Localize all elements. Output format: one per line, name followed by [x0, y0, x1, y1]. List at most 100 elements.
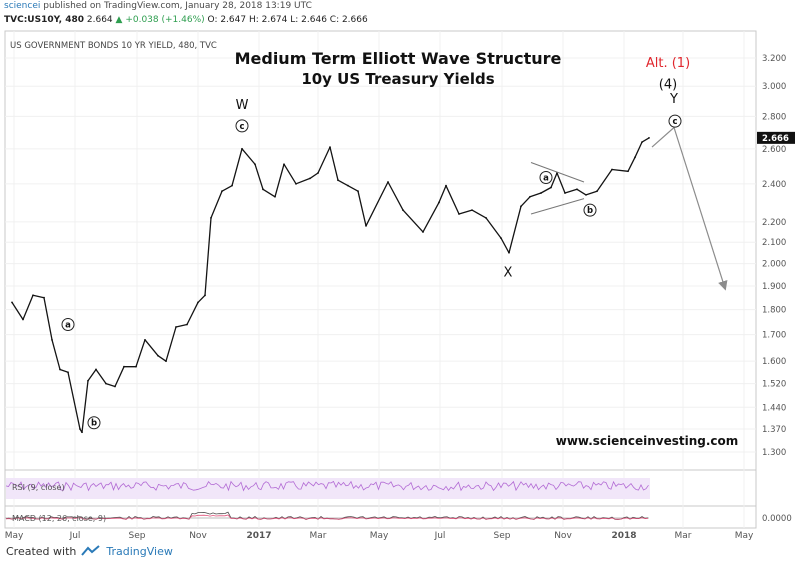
- y-tick-label: 2.000: [762, 260, 786, 270]
- price-point: [95, 368, 97, 371]
- price-point: [241, 147, 243, 150]
- y-tick-label: 2.200: [762, 218, 786, 228]
- wave-label: W: [236, 98, 249, 113]
- watermark: www.scienceinvesting.com: [556, 434, 739, 448]
- instrument-label: US GOVERNMENT BONDS 10 YR YIELD, 480, TV…: [10, 41, 217, 51]
- wave-label: X: [504, 265, 513, 280]
- y-tick-label: 1.800: [762, 306, 786, 316]
- price-point: [596, 190, 598, 193]
- price-point: [165, 360, 167, 363]
- price-point: [500, 237, 502, 239]
- x-tick-label: May: [5, 531, 24, 541]
- price-point: [221, 190, 223, 193]
- price-point: [445, 184, 447, 187]
- rsi-label: RSI (9, close): [12, 483, 65, 492]
- x-tick-label: Jul: [434, 531, 446, 541]
- publish-info: published on TradingView.com, January 28…: [43, 1, 312, 11]
- price-point: [520, 205, 522, 208]
- wave-label-circle: [583, 203, 597, 217]
- x-tick-label: May: [370, 531, 389, 541]
- price-point: [59, 368, 61, 371]
- wave-label-circle: [539, 170, 553, 184]
- price-point: [186, 323, 188, 326]
- publisher-link[interactable]: sciencei: [4, 1, 41, 11]
- footer: Created with TradingView: [6, 544, 173, 558]
- price-point: [43, 296, 45, 299]
- ohlc-values: O: 2.647 H: 2.674 L: 2.646 C: 2.666: [207, 15, 368, 25]
- x-tick-label: Sep: [129, 531, 146, 541]
- price-point: [611, 168, 613, 171]
- price-point: [347, 184, 349, 187]
- price-point: [231, 184, 233, 187]
- price-change: +0.038 (+1.46%): [125, 15, 205, 25]
- price-point: [254, 163, 256, 166]
- price-point: [337, 179, 339, 182]
- last-value-label: 2.666: [762, 134, 789, 144]
- price-point: [295, 182, 297, 185]
- chart-subtitle: 10y US Treasury Yields: [301, 70, 494, 88]
- wave-label-circle: [668, 114, 682, 128]
- wave-label: c: [239, 122, 244, 132]
- price-point: [204, 294, 206, 297]
- wave-label: Y: [669, 92, 678, 107]
- y-tick-label: 1.370: [762, 425, 786, 435]
- price-point: [634, 156, 636, 159]
- price-point: [79, 428, 81, 430]
- y-tick-label: 1.520: [762, 380, 786, 390]
- wave-label-circle: [87, 416, 101, 430]
- price-point: [283, 163, 285, 166]
- wave-label: Alt. (1): [646, 56, 690, 71]
- price-point: [144, 338, 146, 341]
- last-value-tag: [757, 131, 795, 144]
- price-point: [585, 194, 587, 196]
- triangle-upper-line: [530, 162, 585, 183]
- y-tick-label: 2.800: [762, 112, 786, 122]
- price-point: [540, 192, 542, 194]
- price-point: [105, 382, 107, 385]
- y-tick-label: 1.900: [762, 282, 786, 292]
- price-point: [422, 231, 424, 233]
- x-tick-label: Nov: [189, 531, 207, 541]
- price-point: [458, 213, 460, 215]
- wave-label-circle: [61, 317, 75, 331]
- tradingview-logo-icon[interactable]: [81, 544, 101, 558]
- macd-signal-line: [5, 514, 649, 520]
- y-tick-label: 3.200: [762, 54, 786, 64]
- y-tick-label: 2.600: [762, 145, 786, 155]
- price-point: [365, 224, 367, 227]
- rsi-band: [6, 478, 650, 499]
- price-point: [485, 217, 487, 219]
- price-point: [648, 136, 650, 139]
- price-point: [135, 365, 137, 368]
- y-tick-label: 1.600: [762, 357, 786, 367]
- price-point: [114, 385, 116, 388]
- price-point: [317, 172, 319, 174]
- price-point: [564, 192, 566, 194]
- last-price: 2.664: [86, 15, 113, 25]
- x-tick-label: Mar: [310, 531, 327, 541]
- y-tick-label: 1.300: [762, 448, 786, 458]
- price-point: [22, 318, 24, 321]
- price-point: [87, 379, 89, 382]
- tradingview-link[interactable]: TradingView: [106, 544, 173, 558]
- price-point: [508, 251, 510, 254]
- chart-frame: [4, 30, 757, 529]
- macd-axis-label: 0.0000: [762, 514, 792, 524]
- y-tick-label: 1.700: [762, 331, 786, 341]
- x-tick-label: Mar: [675, 531, 692, 541]
- price-point: [387, 181, 389, 183]
- price-point: [81, 431, 83, 434]
- x-tick-label: May: [735, 531, 754, 541]
- price-point: [550, 186, 552, 189]
- up-arrow-icon: ▲: [115, 15, 123, 25]
- price-point: [157, 354, 159, 357]
- price-point: [67, 371, 69, 374]
- price-point: [329, 146, 331, 149]
- y-tick-label: 2.400: [762, 180, 786, 190]
- price-point: [309, 177, 311, 180]
- x-tick-label: 2017: [246, 531, 271, 541]
- x-tick-label: Nov: [554, 531, 572, 541]
- y-tick-label: 3.000: [762, 82, 786, 92]
- wave-label: b: [91, 419, 97, 429]
